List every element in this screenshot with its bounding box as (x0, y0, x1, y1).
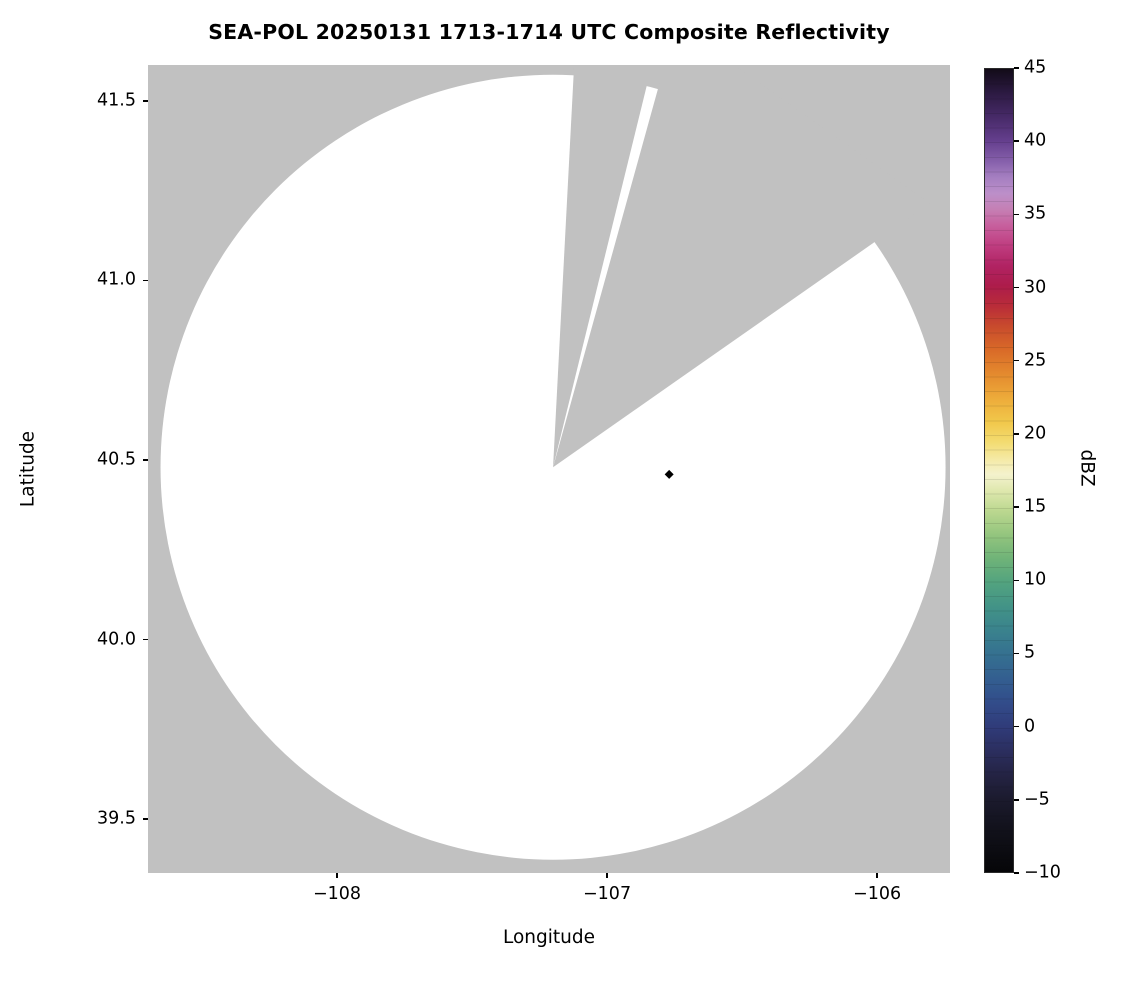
y-tick-label: 40.0 (97, 628, 136, 649)
x-tick-mark (876, 873, 878, 878)
colorbar-tick-mark (1014, 725, 1019, 728)
colorbar-tick-label: 45 (1024, 57, 1047, 78)
colorbar-tick-label: 15 (1024, 496, 1047, 517)
colorbar-tick-label: −10 (1024, 862, 1061, 883)
y-tick-mark (143, 638, 148, 641)
y-tick-mark (143, 459, 148, 461)
x-tick-label: −107 (583, 884, 632, 904)
colorbar (984, 68, 1014, 873)
plot-area (148, 65, 950, 873)
colorbar-tick-label: 5 (1024, 642, 1036, 663)
colorbar-tick-label: 0 (1024, 715, 1036, 736)
chart-title: SEA-POL 20250131 1713-1714 UTC Composite… (208, 20, 890, 44)
radar-plot-svg (148, 65, 950, 873)
missing-sector-wedge-narrow (553, 65, 652, 468)
y-tick-mark (143, 818, 148, 820)
y-tick-label: 40.5 (97, 449, 136, 470)
colorbar-tick-label: 10 (1024, 569, 1047, 590)
x-tick-mark (606, 873, 608, 878)
x-tick-label: −106 (853, 884, 902, 904)
colorbar-tick-label: 30 (1024, 276, 1047, 297)
y-axis-label: Latitude (17, 430, 39, 508)
colorbar-tick-mark (1014, 140, 1019, 142)
y-tick-label: 41.5 (97, 90, 136, 111)
colorbar-tick-mark (1014, 652, 1019, 655)
x-tick-mark (336, 873, 338, 878)
colorbar-tick-mark (1014, 359, 1019, 362)
colorbar-tick-mark (1014, 799, 1019, 801)
missing-sector-wedge-wide (553, 65, 930, 468)
colorbar-tick-mark (1014, 872, 1019, 874)
y-tick-label: 39.5 (97, 808, 136, 829)
colorbar-tick-mark (1014, 286, 1019, 289)
colorbar-tick-label: −5 (1024, 789, 1050, 810)
colorbar-label: dBZ (1076, 449, 1098, 487)
colorbar-discrete-bands (985, 69, 1013, 872)
y-tick-label: 41.0 (97, 269, 136, 290)
colorbar-tick-mark (1014, 213, 1019, 216)
colorbar-tick-mark (1014, 67, 1019, 69)
x-axis-label: Longitude (502, 927, 595, 948)
colorbar-tick-label: 35 (1024, 203, 1047, 224)
colorbar-tick-mark (1014, 433, 1019, 435)
colorbar-tick-label: 25 (1024, 349, 1047, 370)
x-tick-label: −108 (312, 884, 362, 904)
reflectivity-marker-diamond (664, 469, 674, 479)
y-tick-mark (143, 100, 148, 102)
y-tick-mark (143, 279, 148, 282)
colorbar-tick-label: 20 (1024, 423, 1047, 444)
colorbar-tick-label: 40 (1024, 130, 1047, 151)
colorbar-tick-mark (1014, 506, 1019, 508)
colorbar-tick-mark (1014, 579, 1019, 582)
